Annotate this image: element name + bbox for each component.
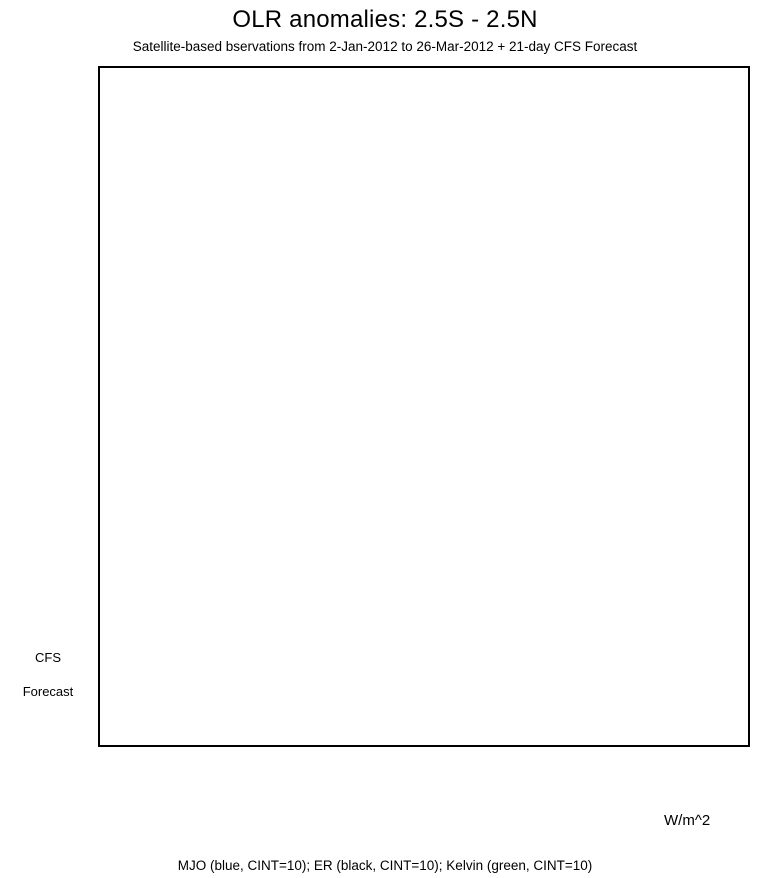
cfs-label: CFS <box>35 650 61 665</box>
colorbar-units-label: W/m^2 <box>664 812 711 829</box>
plot-area <box>98 66 750 747</box>
colorbar <box>100 810 648 836</box>
chart-subtitle: Satellite-based bservations from 2-Jan-2… <box>132 39 638 54</box>
legend-caption: MJO (blue, CINT=10); ER (black, CINT=10)… <box>177 858 593 873</box>
forecast-label: Forecast <box>22 684 74 699</box>
contour-overlay-canvas <box>100 68 748 745</box>
chart-title: OLR anomalies: 2.5S - 2.5N <box>232 6 538 33</box>
